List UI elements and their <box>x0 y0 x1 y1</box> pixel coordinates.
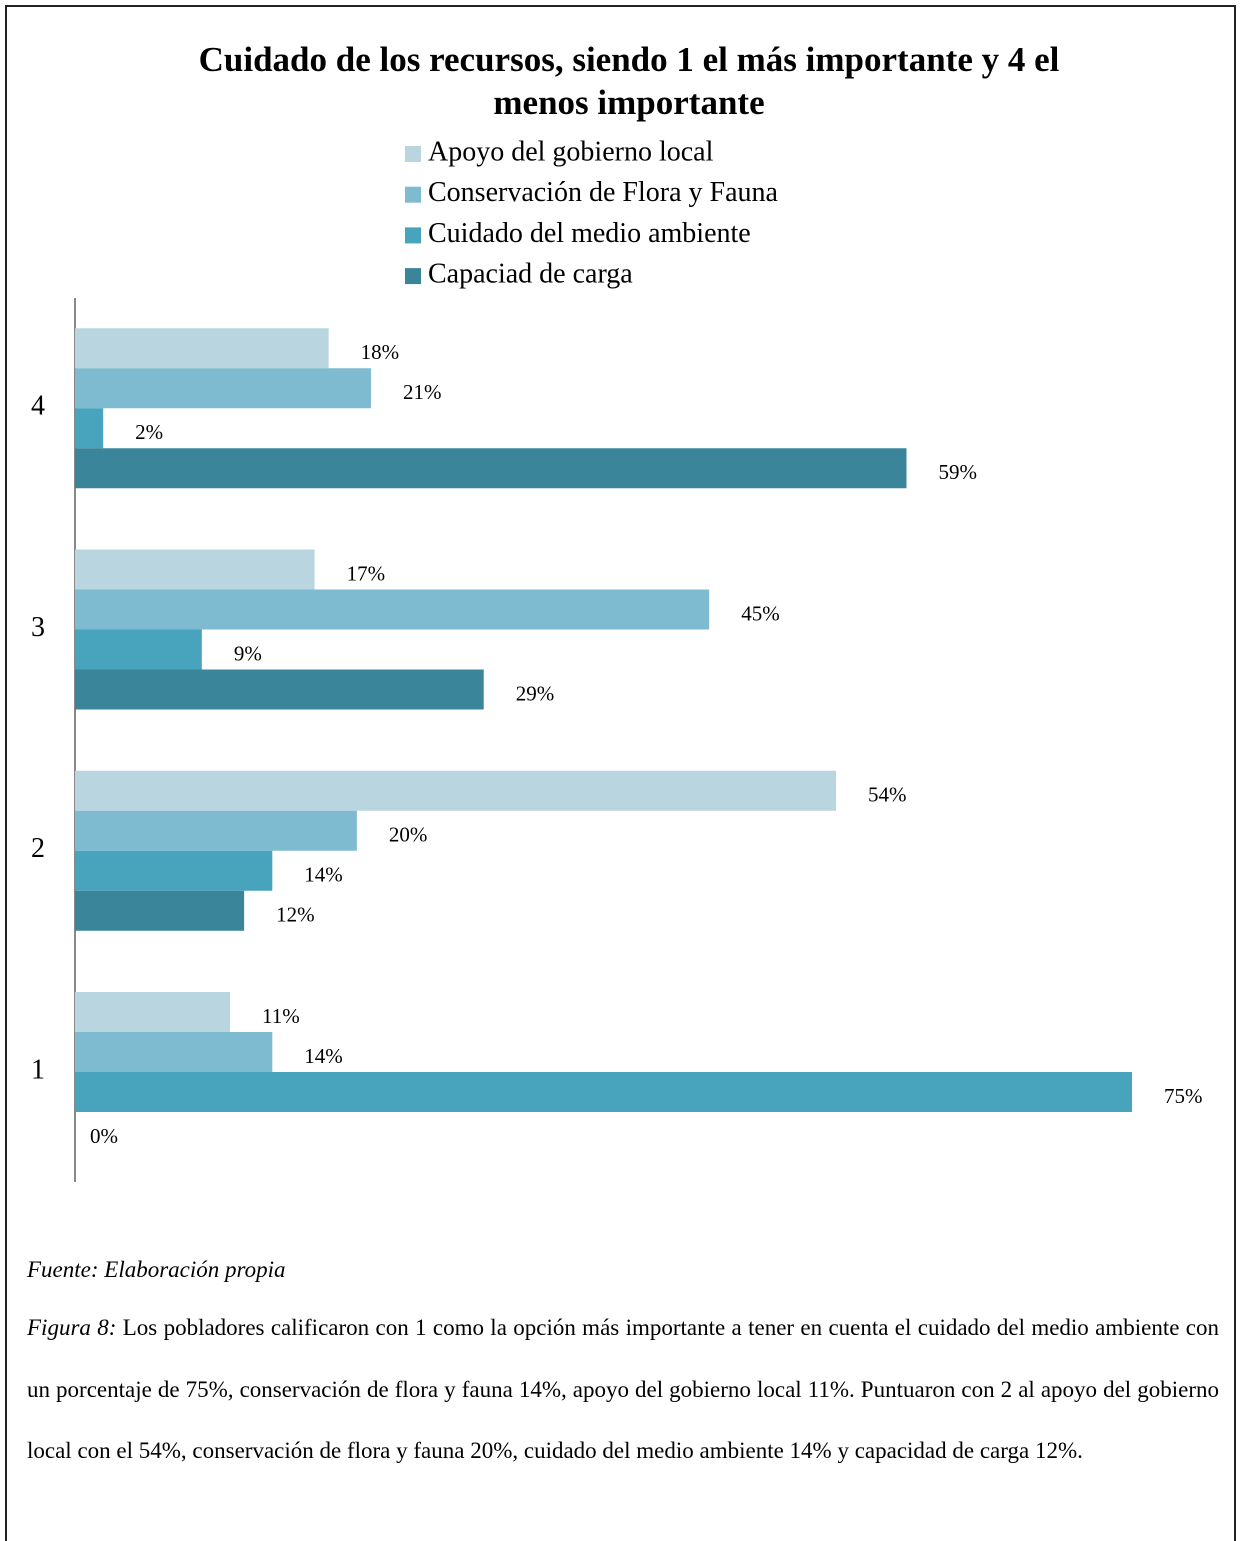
bar <box>75 1032 273 1072</box>
bar <box>75 589 710 630</box>
frame <box>5 5 1236 1541</box>
bar <box>75 992 231 1032</box>
caption-text: Los pobladores calificaron con 1 como la… <box>27 1315 1219 1463</box>
legend-swatch <box>405 227 421 244</box>
data-label: 21% <box>403 380 442 404</box>
bar <box>75 549 315 590</box>
data-label: 0% <box>90 1124 118 1148</box>
caption: Figura 8: Los pobladores calificaron con… <box>27 1297 1219 1482</box>
data-label: 17% <box>347 561 386 585</box>
bar <box>75 890 245 931</box>
data-label: 75% <box>1164 1084 1203 1108</box>
bar <box>75 629 202 670</box>
data-label: 11% <box>262 1004 300 1028</box>
data-label: 18% <box>361 340 400 364</box>
y-tick-label: 4 <box>31 391 45 422</box>
bar <box>75 448 907 489</box>
bar <box>75 770 837 811</box>
data-label: 2% <box>135 420 163 444</box>
legend-swatch <box>405 268 421 285</box>
legend-label: Cuidado del medio ambiente <box>428 218 751 249</box>
legend-swatch <box>405 186 421 203</box>
data-label: 20% <box>389 823 428 847</box>
legend-label: Conservación de Flora y Fauna <box>428 177 778 208</box>
bar <box>75 368 371 409</box>
legend-swatch <box>405 146 421 162</box>
legend-label: Apoyo del gobierno local <box>428 136 714 167</box>
data-label: 14% <box>304 1044 343 1068</box>
data-label: 29% <box>516 681 555 705</box>
caption-label: Figura 8: <box>27 1315 117 1340</box>
data-label: 14% <box>304 863 343 887</box>
bar <box>75 1072 1132 1112</box>
y-tick-label: 2 <box>31 833 45 864</box>
bar <box>75 810 357 851</box>
y-tick-label: 3 <box>31 612 45 643</box>
source: Fuente: Elaboración propia <box>27 1257 286 1282</box>
bar <box>75 850 273 891</box>
bar <box>75 408 104 449</box>
data-label: 59% <box>939 460 978 484</box>
data-label: 45% <box>741 601 780 625</box>
y-tick-label: 1 <box>31 1054 45 1085</box>
bar <box>75 328 329 369</box>
data-label: 9% <box>234 641 262 665</box>
chart-title: Cuidado de los recursos, siendo 1 el más… <box>198 40 1060 122</box>
data-label: 12% <box>276 903 315 927</box>
legend-label: Capaciad de carga <box>428 259 633 290</box>
bar <box>75 669 484 710</box>
data-label: 54% <box>868 783 907 807</box>
